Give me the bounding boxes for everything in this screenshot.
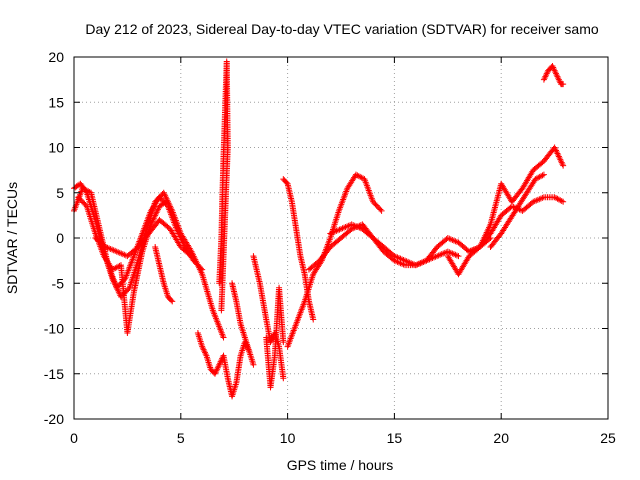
- data-point: [378, 207, 385, 214]
- y-tick-label: 15: [48, 94, 64, 110]
- data-point: [218, 307, 225, 314]
- series-track-g: [229, 280, 253, 355]
- y-tick-label: 10: [48, 140, 64, 156]
- x-axis-ticks: 0 5 10 15 20 25: [70, 57, 616, 446]
- data-point: [560, 162, 567, 169]
- y-tick-label: -20: [44, 411, 64, 427]
- data-point: [560, 198, 567, 205]
- y-tick-label: 0: [56, 230, 64, 246]
- data-point: [169, 298, 176, 305]
- data-point: [310, 316, 317, 323]
- series-track-o: [466, 194, 567, 255]
- series-track-f: [194, 330, 257, 400]
- data-point: [280, 375, 287, 382]
- data-point: [540, 171, 547, 178]
- series-track-p: [487, 171, 547, 251]
- data-point: [283, 179, 290, 186]
- x-axis-label: GPS time / hours: [287, 457, 394, 473]
- data-point: [220, 334, 227, 341]
- x-tick-label: 0: [70, 430, 78, 446]
- data-point: [560, 81, 567, 88]
- data-point: [558, 198, 565, 205]
- series-spike-7h: [216, 58, 231, 314]
- x-tick-label: 15: [387, 430, 403, 446]
- series-track-c: [75, 194, 169, 337]
- data-point: [377, 206, 384, 213]
- data-point: [246, 348, 253, 355]
- y-tick-label: 5: [56, 185, 64, 201]
- y-tick-label: 20: [48, 49, 64, 65]
- series-track-b: [71, 185, 206, 291]
- series-track-j: [280, 176, 317, 323]
- y-tick-label: -5: [52, 275, 65, 291]
- y-axis-label: SDTVAR / TECUs: [4, 182, 20, 294]
- series-track-d: [92, 216, 195, 260]
- y-axis-ticks: -20 -15 -10 -5 0 5 10 15 20: [44, 49, 608, 427]
- x-tick-label: 5: [177, 430, 185, 446]
- x-tick-label: 10: [280, 430, 296, 446]
- y-tick-label: -15: [44, 366, 64, 382]
- series-track-e: [152, 244, 176, 305]
- data-point: [187, 251, 194, 258]
- series-track-q: [540, 63, 567, 88]
- data-point: [161, 199, 168, 206]
- data-point: [168, 297, 175, 304]
- x-tick-label: 20: [493, 430, 509, 446]
- data-point: [162, 198, 169, 205]
- chart-title: Day 212 of 2023, Sidereal Day-to-day VTE…: [85, 21, 598, 37]
- data-point: [197, 265, 204, 272]
- x-tick-label: 25: [600, 430, 616, 446]
- data-points: [71, 58, 567, 400]
- data-point: [199, 266, 206, 273]
- y-tick-label: -10: [44, 321, 64, 337]
- series-track-i: [263, 284, 287, 391]
- data-point: [188, 253, 195, 260]
- data-point: [250, 361, 257, 368]
- data-point: [455, 253, 462, 260]
- data-point: [280, 339, 287, 346]
- data-point: [539, 172, 546, 179]
